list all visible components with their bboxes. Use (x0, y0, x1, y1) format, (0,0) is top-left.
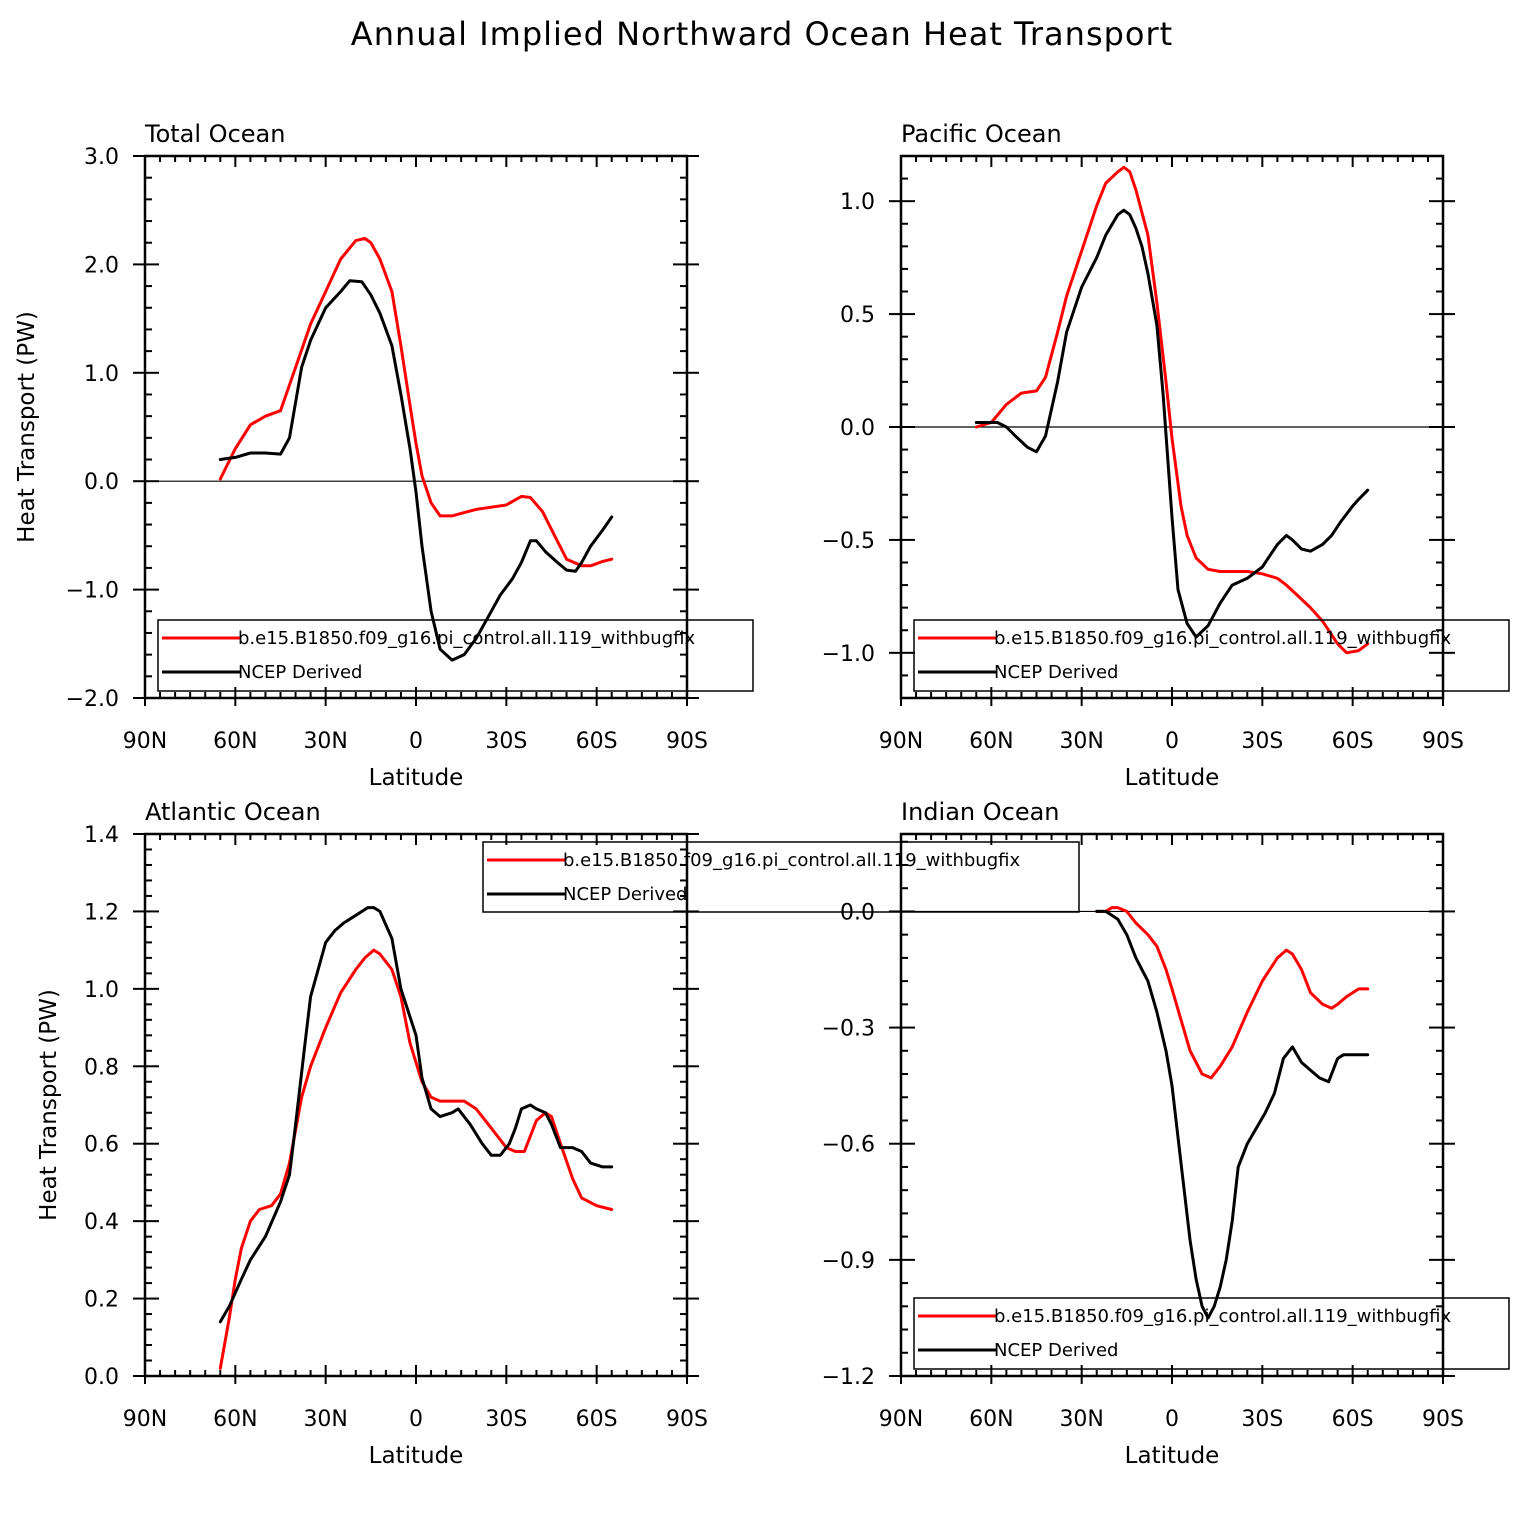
y-tick-label: −1.0 (66, 579, 119, 604)
y-tick-label: 0.6 (84, 1133, 119, 1158)
y-tick-label: −0.3 (822, 1017, 875, 1042)
legend-box (482, 841, 1080, 913)
x-tick-label: 60S (576, 729, 618, 754)
x-tick-label: 0 (1165, 1407, 1179, 1432)
legend-label-ncep: NCEP Derived (563, 884, 687, 905)
x-tick-label: 60S (576, 1407, 618, 1432)
x-tick-label: 90S (666, 1407, 708, 1432)
legend-box (157, 619, 754, 692)
x-tick-label: 90S (666, 729, 708, 754)
y-tick-label: −0.9 (822, 1249, 875, 1274)
x-tick-label: 0 (1165, 729, 1179, 754)
x-tick-label: 30N (1059, 1407, 1103, 1432)
x-tick-label: 60N (969, 1407, 1013, 1432)
x-tick-label: 30N (1059, 729, 1103, 754)
panel-total-ocean: Total Ocean 90N 60N 30N 0 30S 60S 90S Latitude −2… (14, 120, 754, 791)
y-tick-label: 0.0 (84, 470, 119, 495)
x-tick-label: 60S (1332, 1407, 1374, 1432)
y-tick-label: −2.0 (66, 687, 119, 712)
panel-indian-ocean: Indian Ocean 90N 60N 30N 0 30S 60S 90S Latitude −… (822, 798, 1510, 1469)
plot-frame (143, 154, 689, 700)
y-tick-label: 1.4 (84, 823, 119, 848)
x-tick-label: 60N (969, 729, 1013, 754)
x-tick-label: 30N (303, 1407, 347, 1432)
legend-label-model: b.e15.B1850.f09_g16.pi_control.all.119_w… (994, 1306, 1451, 1327)
y-tick-label: 0.0 (840, 416, 875, 441)
plot-frame (143, 832, 689, 1378)
y-tick-label: −1.0 (822, 642, 875, 667)
x-tick-label: 90N (123, 729, 167, 754)
y-tick-label: 0.0 (84, 1365, 119, 1390)
x-tick-label: 30S (1241, 729, 1283, 754)
legend-box (913, 619, 1510, 692)
legend-box (913, 1297, 1510, 1370)
y-tick-label: 0.8 (84, 1055, 119, 1080)
legend-label-ncep: NCEP Derived (238, 662, 362, 683)
legend: b.e15.B1850.f09_g16.pi_control.all.119_w… (482, 841, 1080, 913)
y-tick-label: −0.6 (822, 1133, 875, 1158)
x-tick-label: 90N (879, 729, 923, 754)
legend-label-model: b.e15.B1850.f09_g16.pi_control.all.119_w… (994, 628, 1451, 649)
legend: b.e15.B1850.f09_g16.pi_control.all.119_w… (913, 619, 1510, 692)
legend-label-ncep: NCEP Derived (994, 1340, 1118, 1361)
x-tick-label: 30S (485, 1407, 527, 1432)
series-line-ncep (218, 279, 614, 662)
y-tick-label: 0.0 (840, 900, 875, 925)
x-tick-label: 90N (879, 1407, 923, 1432)
y-tick-label: −0.5 (822, 529, 875, 554)
panel-title: Total Ocean (144, 120, 285, 148)
legend-label-model: b.e15.B1850.f09_g16.pi_control.all.119_w… (238, 628, 695, 649)
y-tick-label: 1.0 (84, 362, 119, 387)
series-line-model (218, 948, 614, 1370)
x-tick-label: 90S (1422, 1407, 1464, 1432)
panel-title: Atlantic Ocean (145, 798, 321, 826)
series-line-ncep (1095, 909, 1370, 1320)
x-tick-label: 60N (213, 729, 257, 754)
legend-label-ncep: NCEP Derived (994, 662, 1118, 683)
y-axis-label: Heat Transport (PW) (14, 311, 40, 543)
series-line-ncep (218, 906, 614, 1324)
y-tick-label: −1.2 (822, 1365, 875, 1390)
figure-title: Annual Implied Northward Ocean Heat Tran… (351, 15, 1173, 53)
legend: b.e15.B1850.f09_g16.pi_control.all.119_w… (913, 1297, 1510, 1370)
legend: b.e15.B1850.f09_g16.pi_control.all.119_w… (157, 619, 754, 692)
y-tick-label: 0.4 (84, 1210, 119, 1235)
x-axis-label: Latitude (369, 765, 464, 791)
x-axis-label: Latitude (1125, 1443, 1220, 1469)
x-tick-label: 90S (1422, 729, 1464, 754)
x-tick-label: 30S (1241, 1407, 1283, 1432)
y-tick-label: 2.0 (84, 253, 119, 278)
x-axis-label: Latitude (369, 1443, 464, 1469)
series-line-model (1095, 906, 1370, 1080)
y-tick-label: 0.5 (840, 303, 875, 328)
y-tick-label: 1.0 (840, 190, 875, 215)
series-line-model (974, 165, 1370, 655)
legend-label-model: b.e15.B1850.f09_g16.pi_control.all.119_w… (563, 850, 1020, 871)
x-tick-label: 60N (213, 1407, 257, 1432)
y-tick-label: 3.0 (84, 145, 119, 170)
x-tick-label: 60S (1332, 729, 1374, 754)
series-line-ncep (974, 208, 1370, 639)
y-axis-label: Heat Transport (PW) (36, 989, 62, 1221)
y-tick-label: 1.2 (84, 900, 119, 925)
panel-title: Pacific Ocean (901, 120, 1062, 148)
x-tick-label: 30N (303, 729, 347, 754)
x-tick-label: 0 (409, 1407, 423, 1432)
x-tick-label: 30S (485, 729, 527, 754)
panel-title: Indian Ocean (901, 798, 1060, 826)
x-axis-label: Latitude (1125, 765, 1220, 791)
y-tick-label: 1.0 (84, 978, 119, 1003)
panel-pacific-ocean: Pacific Ocean 90N 60N 30N 0 30S 60S 90S Latitude… (822, 120, 1510, 791)
y-tick-label: 0.2 (84, 1288, 119, 1313)
plot-frame (899, 832, 1445, 1378)
x-tick-label: 90N (123, 1407, 167, 1432)
x-tick-label: 0 (409, 729, 423, 754)
series-line-model (218, 236, 614, 568)
